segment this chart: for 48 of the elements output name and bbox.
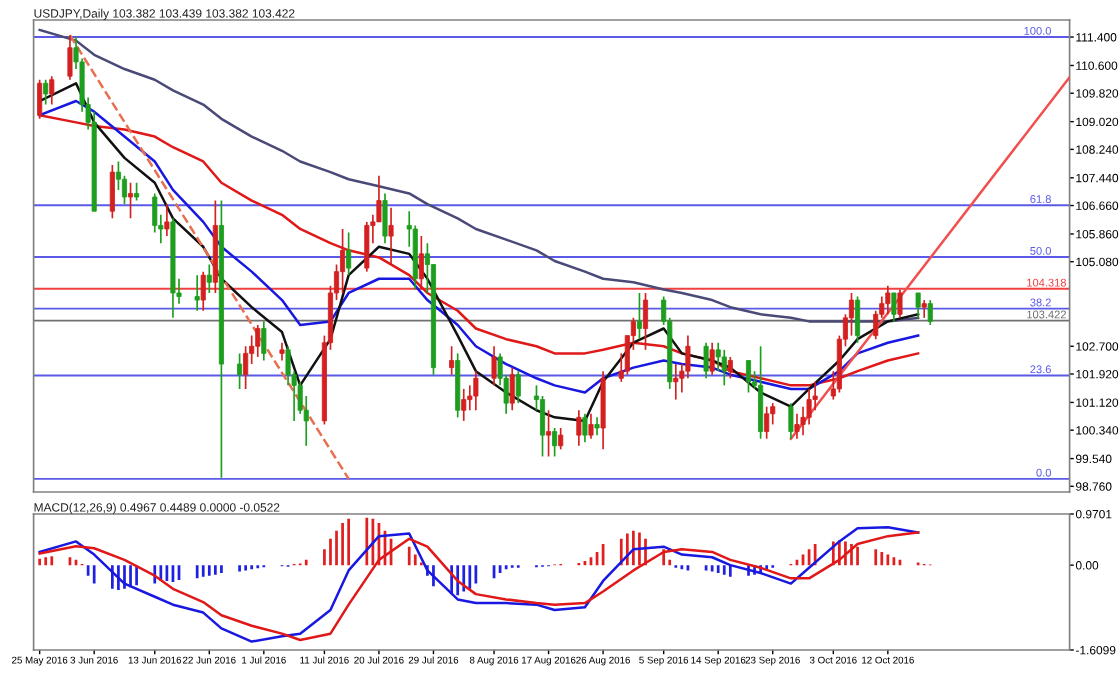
candlestick: [346, 231, 352, 277]
candlestick: [206, 263, 212, 294]
candlestick: [49, 75, 55, 106]
candlestick: [340, 228, 346, 294]
candlestick: [794, 412, 800, 440]
candlestick: [364, 221, 370, 273]
candlestick: [745, 359, 752, 394]
candlestick: [261, 320, 267, 362]
candlestick: [673, 363, 679, 401]
candlestick: [461, 388, 467, 422]
candlestick: [382, 192, 388, 245]
candlestick: [758, 345, 764, 440]
candlestick: [788, 402, 794, 440]
candlestick: [764, 405, 770, 440]
candlestick: [128, 181, 134, 220]
candlestick: [109, 164, 115, 220]
candlestick: [927, 299, 933, 326]
candlestick: [588, 412, 594, 440]
candlestick: [576, 409, 582, 447]
candlestick: [43, 78, 49, 106]
candlestick: [636, 292, 642, 341]
candlestick: [449, 345, 455, 376]
candlestick: [558, 427, 564, 451]
candlestick: [582, 412, 588, 444]
candlestick: [515, 370, 521, 404]
candlestick: [855, 295, 861, 344]
candlestick: [727, 356, 733, 380]
candlestick: [473, 370, 479, 412]
candlestick: [388, 206, 394, 266]
candlestick: [709, 341, 715, 376]
candlestick: [509, 366, 515, 412]
candlestick: [721, 348, 727, 387]
candlestick: [703, 341, 709, 380]
candlestick: [546, 409, 552, 458]
candlestick: [164, 203, 170, 237]
candlestick: [642, 292, 649, 351]
candlestick: [418, 235, 424, 291]
candlestick: [67, 34, 73, 81]
candlestick: [891, 292, 897, 323]
candlestick: [194, 274, 200, 312]
candlestick: [255, 324, 261, 358]
candlestick: [915, 292, 921, 319]
candlestick: [885, 285, 891, 316]
candlestick: [491, 345, 497, 387]
candlestick: [237, 352, 243, 390]
candlestick: [200, 270, 206, 312]
candlestick: [552, 427, 558, 458]
candlestick: [897, 288, 903, 319]
